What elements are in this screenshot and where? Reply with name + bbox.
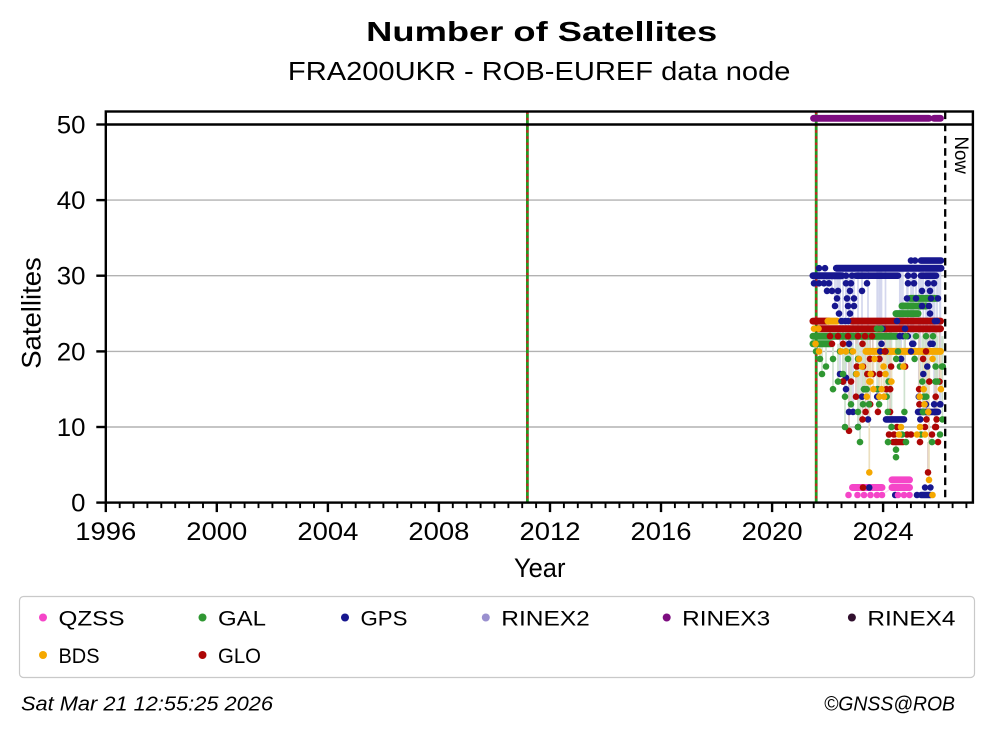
svg-text:2008: 2008 — [408, 518, 469, 546]
svg-text:GLO: GLO — [218, 645, 261, 668]
svg-text:20: 20 — [57, 338, 86, 366]
svg-text:2024: 2024 — [853, 518, 914, 546]
svg-text:GPS: GPS — [361, 608, 408, 631]
svg-text:Satellites: Satellites — [16, 257, 46, 369]
svg-text:QZSS: QZSS — [59, 608, 125, 631]
svg-text:10: 10 — [57, 414, 86, 442]
svg-text:2012: 2012 — [520, 518, 581, 546]
svg-text:2020: 2020 — [742, 518, 803, 546]
svg-text:RINEX4: RINEX4 — [867, 608, 955, 631]
svg-text:FRA200UKR - ROB-EUREF data nod: FRA200UKR - ROB-EUREF data node — [288, 56, 791, 86]
svg-text:2016: 2016 — [631, 518, 692, 546]
svg-text:1996: 1996 — [75, 518, 136, 546]
svg-text:RINEX3: RINEX3 — [682, 608, 770, 631]
svg-text:0: 0 — [71, 490, 85, 518]
svg-text:2004: 2004 — [297, 518, 358, 546]
svg-text:Now: Now — [950, 137, 971, 175]
svg-text:©GNSS@ROB: ©GNSS@ROB — [824, 694, 955, 716]
svg-text:Number of Satellites: Number of Satellites — [366, 16, 717, 47]
svg-text:Sat Mar 21 12:55:25 2026: Sat Mar 21 12:55:25 2026 — [21, 694, 274, 716]
svg-text:GAL: GAL — [218, 608, 266, 631]
svg-text:50: 50 — [57, 111, 86, 139]
svg-text:BDS: BDS — [59, 645, 100, 668]
svg-text:Year: Year — [514, 553, 566, 583]
svg-text:RINEX2: RINEX2 — [501, 608, 590, 631]
svg-text:2000: 2000 — [186, 518, 247, 546]
svg-text:30: 30 — [57, 263, 86, 291]
svg-text:40: 40 — [57, 187, 86, 215]
